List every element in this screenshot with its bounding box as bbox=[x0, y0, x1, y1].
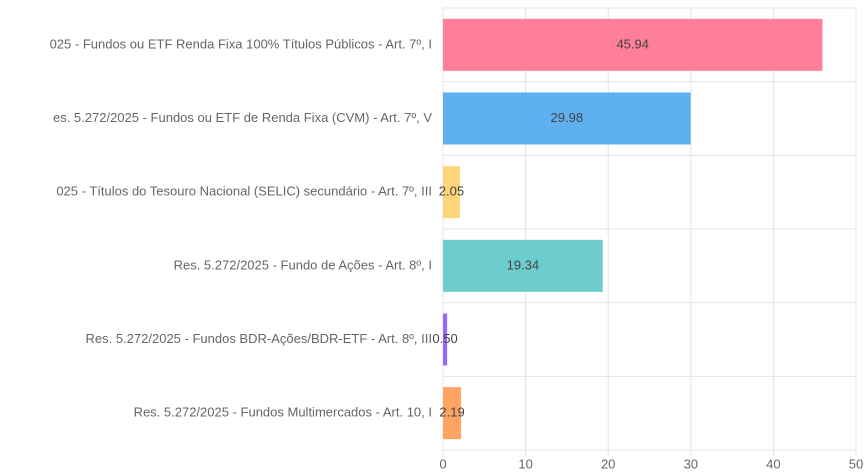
x-tick-label: 30 bbox=[684, 456, 698, 471]
x-tick-label: 50 bbox=[849, 456, 863, 471]
x-tick-label: 40 bbox=[766, 456, 780, 471]
bar bbox=[443, 166, 460, 219]
y-tick-label: 025 - Títulos do Tesouro Nacional (SELIC… bbox=[56, 184, 432, 199]
bar bbox=[443, 18, 823, 71]
data-label: 19.34 bbox=[507, 257, 540, 272]
bar bbox=[443, 92, 691, 145]
data-label: 2.05 bbox=[439, 184, 464, 199]
data-label: 0.50 bbox=[432, 331, 457, 346]
y-tick-label: 025 - Fundos ou ETF Renda Fixa 100% Títu… bbox=[50, 36, 432, 51]
data-label: 45.94 bbox=[616, 36, 649, 51]
data-label: 2.19 bbox=[439, 405, 464, 420]
x-tick-label: 0 bbox=[439, 456, 446, 471]
x-tick-label: 10 bbox=[518, 456, 532, 471]
y-tick-label: Res. 5.272/2025 - Fundo de Ações - Art. … bbox=[174, 257, 432, 272]
data-label: 29.98 bbox=[551, 110, 584, 125]
y-tick-label: Res. 5.272/2025 - Fundos Multimercados -… bbox=[134, 405, 432, 420]
bar bbox=[443, 239, 603, 292]
bar bbox=[443, 387, 462, 440]
y-tick-label: Res. 5.272/2025 - Fundos BDR-Ações/BDR-E… bbox=[86, 331, 433, 346]
x-tick-label: 20 bbox=[601, 456, 615, 471]
bar bbox=[443, 313, 448, 366]
y-tick-label: es. 5.272/2025 - Fundos ou ETF de Renda … bbox=[53, 110, 432, 125]
